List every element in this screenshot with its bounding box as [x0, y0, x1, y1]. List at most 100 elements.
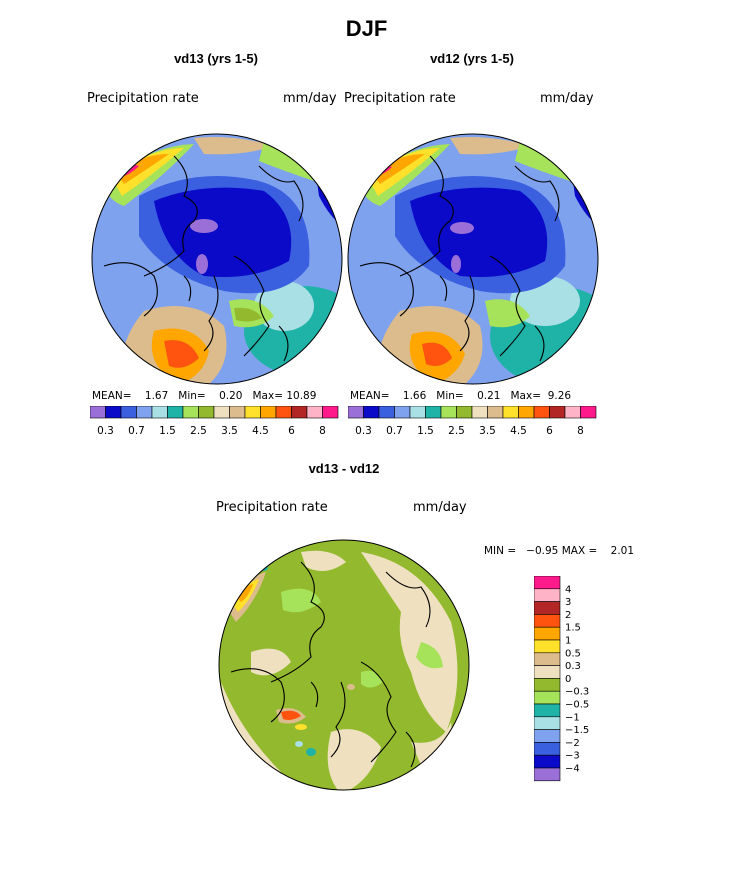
- panel3-colorbar-swatch: [534, 742, 561, 756]
- panel3-units-label: mm/day: [413, 500, 467, 515]
- panel3-colorbar-swatch: [534, 690, 561, 705]
- panel1-min-label: Min=: [178, 390, 206, 402]
- panel3-colorbar-tick-label: 1: [565, 636, 571, 647]
- panel3-colorbar: 4 3 2 1.5 10.5 0.3 0 −0.3 −0.5−1 −1.5 −2 −3 −4: [534, 576, 589, 782]
- panel1-colorbar-tick-label: 2.5: [190, 425, 207, 437]
- panel2-colorbar-swatch: [487, 406, 504, 419]
- panel3-colorbar-swatch: [534, 754, 561, 769]
- panel3-colorbar-tick-label: 0: [565, 674, 571, 685]
- panel1-colorbar-swatch: [105, 406, 122, 419]
- panel2-colorbar-tick-label: 2.5: [448, 425, 465, 437]
- panel1-colorbar-swatch: [136, 406, 153, 419]
- panel3-colorbar-tick-label: −4: [565, 764, 580, 775]
- figure-title: DJF: [345, 16, 388, 41]
- panel2-colorbar-swatch: [456, 406, 473, 419]
- panel3-colorbar-tick-label: −1: [565, 712, 580, 723]
- panel1-colorbar-swatch: [229, 406, 246, 419]
- panel3-colorbar-swatch: [534, 626, 561, 641]
- panel3-polar-map: [218, 539, 470, 791]
- panel1-colorbar-swatch: [275, 406, 292, 419]
- panel3-colorbar-tick-label: −1.5: [565, 725, 589, 736]
- panel2-colorbar-swatch: [409, 406, 426, 419]
- panel1-colorbar-tick-label: 6: [288, 425, 295, 437]
- panel2-colorbar-swatch: [580, 406, 597, 419]
- panel3-colorbar-swatch: [534, 576, 561, 590]
- panel1-colorbar-tick-label: 0.7: [128, 425, 145, 437]
- panel1-colorbar-swatch: [151, 406, 168, 419]
- panel3-colorbar-tick-label: −0.3: [565, 687, 589, 698]
- panel2-polar-map: [347, 133, 599, 385]
- panel2-colorbar-swatch: [502, 406, 519, 419]
- panel2-colorbar-swatch: [549, 406, 566, 419]
- panel3-colorbar-tick-label: 2: [565, 610, 571, 621]
- panel1-colorbar-swatch: [306, 406, 323, 419]
- panel1-colorbar-swatch: [182, 406, 199, 419]
- panel3-colorbar-tick-label: −2: [565, 738, 580, 749]
- panel2-mean-value: 1.66: [402, 390, 427, 402]
- panel3-colorbar-swatch: [534, 729, 561, 743]
- panel2-colorbar-swatch: [440, 406, 457, 419]
- panel3-variable-label: Precipitation rate: [216, 500, 328, 515]
- panel1-colorbar-tick-label: 3.5: [221, 425, 238, 437]
- panel2-min-label: Min=: [436, 390, 464, 402]
- panel2-title: vd12 (yrs 1-5): [430, 51, 514, 66]
- panel1-units-label: mm/day: [283, 91, 337, 106]
- panel2-colorbar-tick-label: 8: [577, 425, 584, 437]
- panel3-colorbar-swatch: [534, 601, 561, 615]
- panel3-colorbar-swatch: [534, 588, 561, 602]
- panel3-colorbar-swatch: [534, 639, 561, 654]
- panel1-colorbar-tick-label: 0.3: [97, 425, 114, 437]
- panel3-stats: MIN = −0.95 MAX = 2.01: [484, 545, 634, 557]
- panel1-colorbar-swatch: [198, 406, 215, 419]
- panel3-max-value: 2.01: [610, 545, 635, 557]
- panel2-colorbar-tick-label: 6: [546, 425, 553, 437]
- panel2-stats: MEAN= 1.66 Min= 0.21 Max= 9.26: [350, 390, 571, 402]
- panel3-colorbar-swatch: [534, 652, 561, 666]
- panel3-colorbar-tick-label: 4: [565, 584, 571, 595]
- panel1-stats: MEAN= 1.67 Min= 0.20 Max= 10.89: [92, 390, 316, 402]
- panel3-colorbar-swatch: [534, 678, 561, 692]
- panel1-colorbar: 0.3 0.7 1.5 2.5 3.5 4.5 6 8: [90, 406, 339, 437]
- panel2-min-value: 0.21: [477, 390, 501, 402]
- panel1-max-value: 10.89: [286, 390, 317, 402]
- panel1-mean-label: MEAN=: [92, 390, 132, 402]
- panel3-max-label: MAX =: [561, 545, 598, 557]
- panel2-colorbar-swatch: [425, 406, 442, 419]
- panel2-colorbar: 0.3 0.7 1.5 2.5 3.5 4.5 6 8: [348, 406, 597, 437]
- panel1-colorbar-swatch: [291, 406, 308, 419]
- panel1-mean-value: 1.67: [144, 390, 169, 402]
- panel2-mean-label: MEAN=: [350, 390, 390, 402]
- panel1-colorbar-tick-label: 1.5: [159, 425, 176, 437]
- panel3-colorbar-tick-label: −0.5: [565, 700, 589, 711]
- panel1-colorbar-tick-label: 4.5: [252, 425, 269, 437]
- panel3-colorbar-tick-label: 1.5: [565, 623, 581, 634]
- panel3-colorbar-swatch: [534, 665, 561, 679]
- panel1-colorbar-swatch: [120, 406, 137, 419]
- panel2-colorbar-tick-label: 0.3: [355, 425, 372, 437]
- panel3-colorbar-tick-label: 3: [565, 597, 571, 608]
- panel2-colorbar-swatch: [378, 406, 395, 419]
- panel1-colorbar-swatch: [90, 406, 106, 419]
- panel3-title: vd13 - vd12: [308, 461, 380, 476]
- panel1-colorbar-swatch: [244, 406, 261, 419]
- panel2-colorbar-tick-label: 1.5: [417, 425, 434, 437]
- panel3-colorbar-swatch: [534, 614, 561, 628]
- panel1-title: vd13 (yrs 1-5): [174, 51, 258, 66]
- panel2-colorbar-tick-label: 0.7: [386, 425, 403, 437]
- panel2-colorbar-tick-label: 4.5: [510, 425, 527, 437]
- panel1-min-value: 0.20: [219, 390, 243, 402]
- panel3-colorbar-tick-label: −3: [565, 751, 580, 762]
- panel2-colorbar-swatch: [348, 406, 364, 419]
- panel2-colorbar-swatch: [518, 406, 535, 419]
- panel2-colorbar-swatch: [564, 406, 581, 419]
- panel1-colorbar-swatch: [213, 406, 230, 419]
- panel2-colorbar-swatch: [533, 406, 550, 419]
- panel1-colorbar-swatch: [260, 406, 277, 419]
- panel3-min-value: −0.95: [526, 545, 559, 557]
- panel1-variable-label: Precipitation rate: [87, 91, 199, 106]
- panel2-colorbar-swatch: [363, 406, 380, 419]
- panel2-variable-label: Precipitation rate: [344, 91, 456, 106]
- panel3-colorbar-swatch: [534, 703, 561, 718]
- panel1-polar-map: [91, 133, 343, 385]
- panel3-colorbar-tick-label: 0.5: [565, 648, 581, 659]
